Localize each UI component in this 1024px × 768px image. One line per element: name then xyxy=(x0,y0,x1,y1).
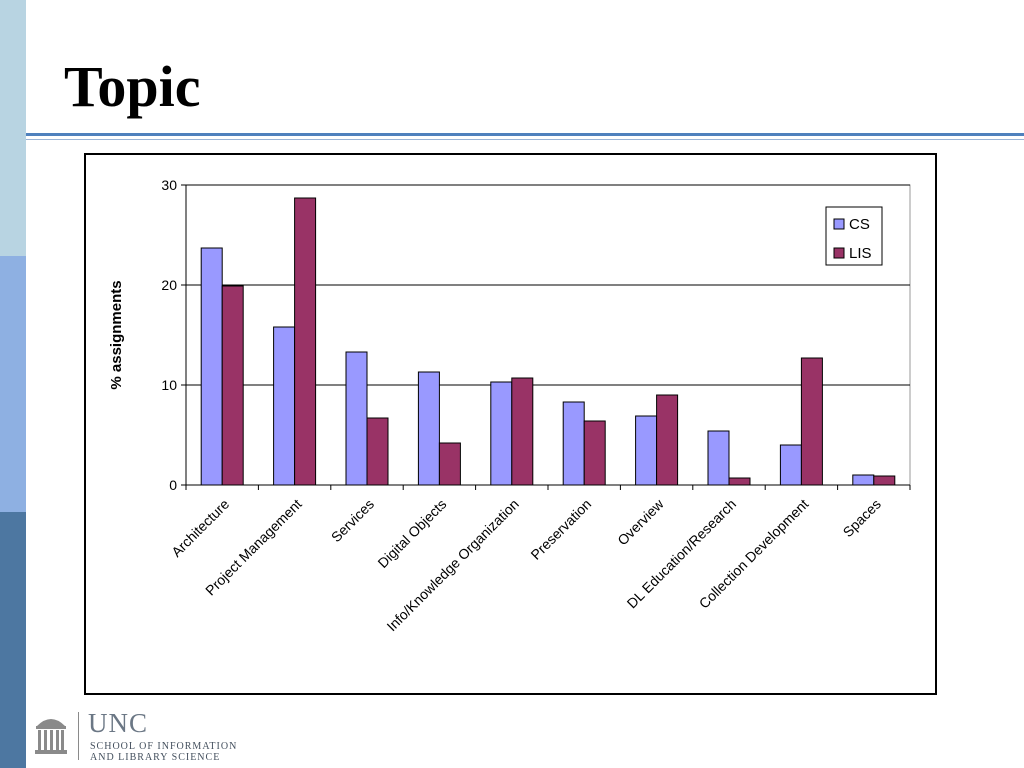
bar-lis-9 xyxy=(873,475,896,486)
bar-cs-9 xyxy=(852,474,875,486)
bar-cs-7 xyxy=(707,430,730,486)
old-well-icon xyxy=(35,719,67,754)
chart-frame: 0 10 20 30 Architecture Project Management Se… xyxy=(84,153,937,695)
y-tick-label: 0 xyxy=(169,477,177,493)
bar-cs-2 xyxy=(345,351,368,486)
title-rule-thin xyxy=(26,139,1024,140)
y-axis-label: % assignments xyxy=(108,280,125,389)
bar-lis-8 xyxy=(800,357,823,486)
sidebar-band-bottom xyxy=(0,512,26,768)
sidebar-decoration xyxy=(0,0,26,768)
title-rule xyxy=(26,133,1024,136)
bar-lis-7 xyxy=(728,477,751,486)
axes xyxy=(181,184,911,490)
legend-label-cs: CS xyxy=(849,216,870,233)
unc-sils-logo: UNC SCHOOL OF INFORMATION AND LIBRARY SC… xyxy=(30,708,270,764)
sidebar-band-middle xyxy=(0,256,26,512)
x-tick-label: Architecture xyxy=(168,496,232,560)
bar-cs-6 xyxy=(635,415,658,486)
bar-lis-0 xyxy=(221,285,244,486)
y-tick-label: 30 xyxy=(161,177,177,193)
y-tick-label: 10 xyxy=(161,377,177,393)
bar-lis-6 xyxy=(656,394,679,486)
x-tick-label: Digital Objects xyxy=(374,496,449,571)
x-tick-label: Services xyxy=(328,496,377,545)
bar-cs-0 xyxy=(200,247,223,486)
bar-lis-3 xyxy=(438,442,461,486)
bars xyxy=(200,197,896,486)
bar-cs-4 xyxy=(490,381,513,486)
legend-swatch-lis xyxy=(833,247,845,259)
y-tick-labels: 0 10 20 30 xyxy=(161,177,177,493)
y-tick-label: 20 xyxy=(161,277,177,293)
bar-lis-5 xyxy=(583,420,606,486)
legend: CS LIS xyxy=(825,206,883,266)
x-tick-label: Info/Knowledge Organization xyxy=(383,496,521,634)
legend-swatch-cs xyxy=(833,218,845,230)
bar-cs-1 xyxy=(273,326,296,486)
logo-wordmark: UNC xyxy=(88,708,149,738)
bar-cs-5 xyxy=(562,401,585,486)
slide-title: Topic xyxy=(64,54,201,119)
bar-cs-8 xyxy=(779,444,802,486)
legend-label-lis: LIS xyxy=(849,245,872,262)
bar-lis-1 xyxy=(294,197,317,486)
bar-lis-4 xyxy=(511,377,534,486)
x-tick-label: Overview xyxy=(614,495,667,548)
x-tick-label: Spaces xyxy=(840,496,884,540)
logo-divider xyxy=(78,712,79,760)
logo-subtitle-line-2: AND LIBRARY SCIENCE xyxy=(90,752,221,763)
logo-subtitle-line-1: SCHOOL OF INFORMATION xyxy=(90,741,238,752)
bar-cs-3 xyxy=(417,371,440,486)
x-tick-label: Preservation xyxy=(527,496,594,563)
sidebar-band-top xyxy=(0,0,26,256)
bar-lis-2 xyxy=(366,417,389,486)
